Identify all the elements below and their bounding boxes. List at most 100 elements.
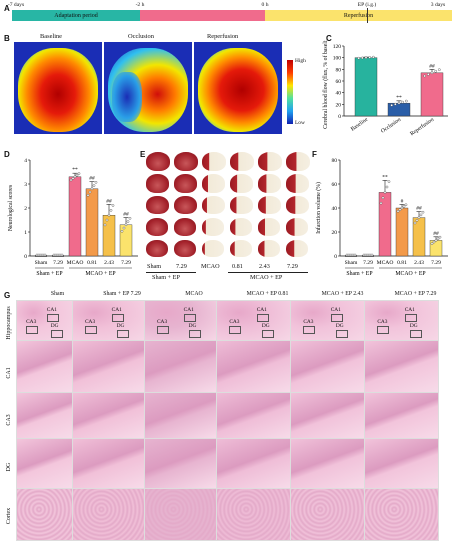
roi-box-ca3 xyxy=(156,326,169,334)
y-tick-label: 0 xyxy=(334,254,337,260)
perfusion-map-baseline xyxy=(14,42,102,134)
data-point xyxy=(86,193,90,197)
infarction-volume-chart: 0 20 40 60 80 Infarction volume (%) Sham 7.29 **… xyxy=(315,158,448,277)
ttc-group-line-sham xyxy=(146,272,196,273)
data-point xyxy=(73,175,77,179)
roi-box-ca1 xyxy=(111,314,124,322)
panel-label-a: A xyxy=(4,4,10,13)
data-point xyxy=(417,216,421,219)
roi-box-ca1 xyxy=(404,314,417,322)
histology-grid: CA1 CA3 DG CA1 CA3 DG CA1 CA3 DG CA1 CA3 DG CA1 CA3 DG… xyxy=(16,300,454,548)
ttc-label-mcao-ep-081: 0.81 xyxy=(232,263,243,270)
roi-label-ca1: CA1 xyxy=(330,307,341,313)
y-tick-label: 60 xyxy=(336,79,342,85)
roi-box-ca1 xyxy=(256,314,269,322)
ttc-label-mcao-ep-243: 2.43 xyxy=(259,263,270,270)
ttc-brain-slice xyxy=(202,196,225,215)
group-label: Sham + EP xyxy=(346,271,372,277)
histology-tile xyxy=(290,438,365,489)
x-tick-label: 7.29 xyxy=(121,260,131,266)
significance-label: ## xyxy=(106,198,112,204)
timeline-tick-minus2h: -2 h xyxy=(135,2,145,8)
data-point xyxy=(69,178,73,182)
histology-col-sham: Sham xyxy=(50,291,65,297)
histology-row-ca3: CA3 xyxy=(6,414,12,426)
data-point xyxy=(383,191,387,194)
ttc-brain-slice xyxy=(286,174,310,193)
data-point xyxy=(353,253,357,257)
y-tick-label: 60 xyxy=(332,182,338,188)
bar xyxy=(354,57,378,117)
ttc-brain-slice xyxy=(174,174,198,193)
group-label: MCAO + EP xyxy=(395,271,425,277)
bar xyxy=(68,176,82,257)
ttc-brain-slice xyxy=(146,174,170,193)
data-point xyxy=(107,213,111,217)
ttc-brain-slice xyxy=(174,218,197,236)
ttc-brain-slice xyxy=(230,152,254,171)
neurological-score-chart: 0 1 2 3 4 Neurological scores Sham 7.29 ** MCAO ##… xyxy=(8,158,138,277)
histology-tile xyxy=(144,438,217,489)
data-point xyxy=(404,203,408,207)
ttc-brain-slice xyxy=(258,240,280,258)
data-point xyxy=(357,56,360,60)
ttc-brain-slice xyxy=(258,174,282,193)
ttc-brain-slice xyxy=(258,196,281,215)
timeline-tick-0h: 0 h xyxy=(261,2,269,8)
data-point xyxy=(434,69,437,73)
data-point xyxy=(398,208,402,211)
y-tick-label: 2 xyxy=(24,206,27,212)
timeline-adaptation-segment: Adaptation period xyxy=(12,10,140,21)
y-tick-label: 3 xyxy=(24,182,27,188)
roi-label-ca3: CA3 xyxy=(303,319,314,325)
data-point xyxy=(387,180,391,183)
histology-tile xyxy=(144,392,217,439)
roi-box-ca1 xyxy=(183,314,196,322)
histology-col-mcao-ep-243: MCAO + EP 2.43 xyxy=(321,291,364,297)
histology-tile xyxy=(364,340,439,393)
significance-label: ## xyxy=(429,63,435,69)
roi-label-dg: DG xyxy=(50,323,59,329)
ttc-brain-slice xyxy=(174,240,196,258)
colorbar-high-label: High xyxy=(295,58,306,64)
histology-tile xyxy=(144,340,217,393)
histology-row-hippocampus: Hippocampus xyxy=(6,306,12,340)
x-tick-label: 7.29 xyxy=(53,260,63,266)
significance-label: ## xyxy=(416,206,422,212)
panel-label-c: C xyxy=(326,34,332,43)
data-point xyxy=(372,55,375,59)
histology-tile xyxy=(72,392,145,439)
ttc-brain-slice xyxy=(146,240,168,258)
data-point xyxy=(432,240,436,244)
timeline: -7 days -2 h 0 h EP (i.g.) 3 days Adapta… xyxy=(8,2,452,32)
x-tick-label: 2.43 xyxy=(104,260,114,266)
x-tick-label: 2.43 xyxy=(414,260,424,266)
x-tick-label: 0.81 xyxy=(87,260,97,266)
significance-label: ## xyxy=(433,231,439,237)
bar xyxy=(102,215,116,257)
x-tick-label: Occlusion xyxy=(380,117,402,135)
roi-box-dg xyxy=(50,330,63,338)
histology-tile xyxy=(144,488,217,541)
y-tick-label: 80 xyxy=(336,67,342,73)
histology-tile xyxy=(72,438,145,489)
group-label: Sham + EP xyxy=(36,271,62,277)
significance-label: ** xyxy=(382,174,388,180)
data-point xyxy=(109,209,113,212)
histology-tile xyxy=(144,300,217,341)
roi-box-ca1 xyxy=(330,314,343,322)
ttc-group-sham-ep: Sham + EP xyxy=(152,274,180,281)
data-point xyxy=(94,181,98,184)
y-tick-label: 100 xyxy=(333,56,342,62)
data-point xyxy=(88,190,92,194)
roi-label-ca3: CA3 xyxy=(229,319,240,325)
x-tick-label: Sham xyxy=(345,260,358,266)
perfusion-colorbar xyxy=(287,60,293,124)
data-point xyxy=(415,219,419,222)
y-tick-label: 1 xyxy=(24,230,27,236)
data-point xyxy=(438,68,441,71)
data-point xyxy=(60,253,64,257)
data-point xyxy=(103,223,107,227)
panel-label-d: D xyxy=(4,150,10,159)
ttc-group-mcao-ep: MCAO + EP xyxy=(250,274,283,281)
